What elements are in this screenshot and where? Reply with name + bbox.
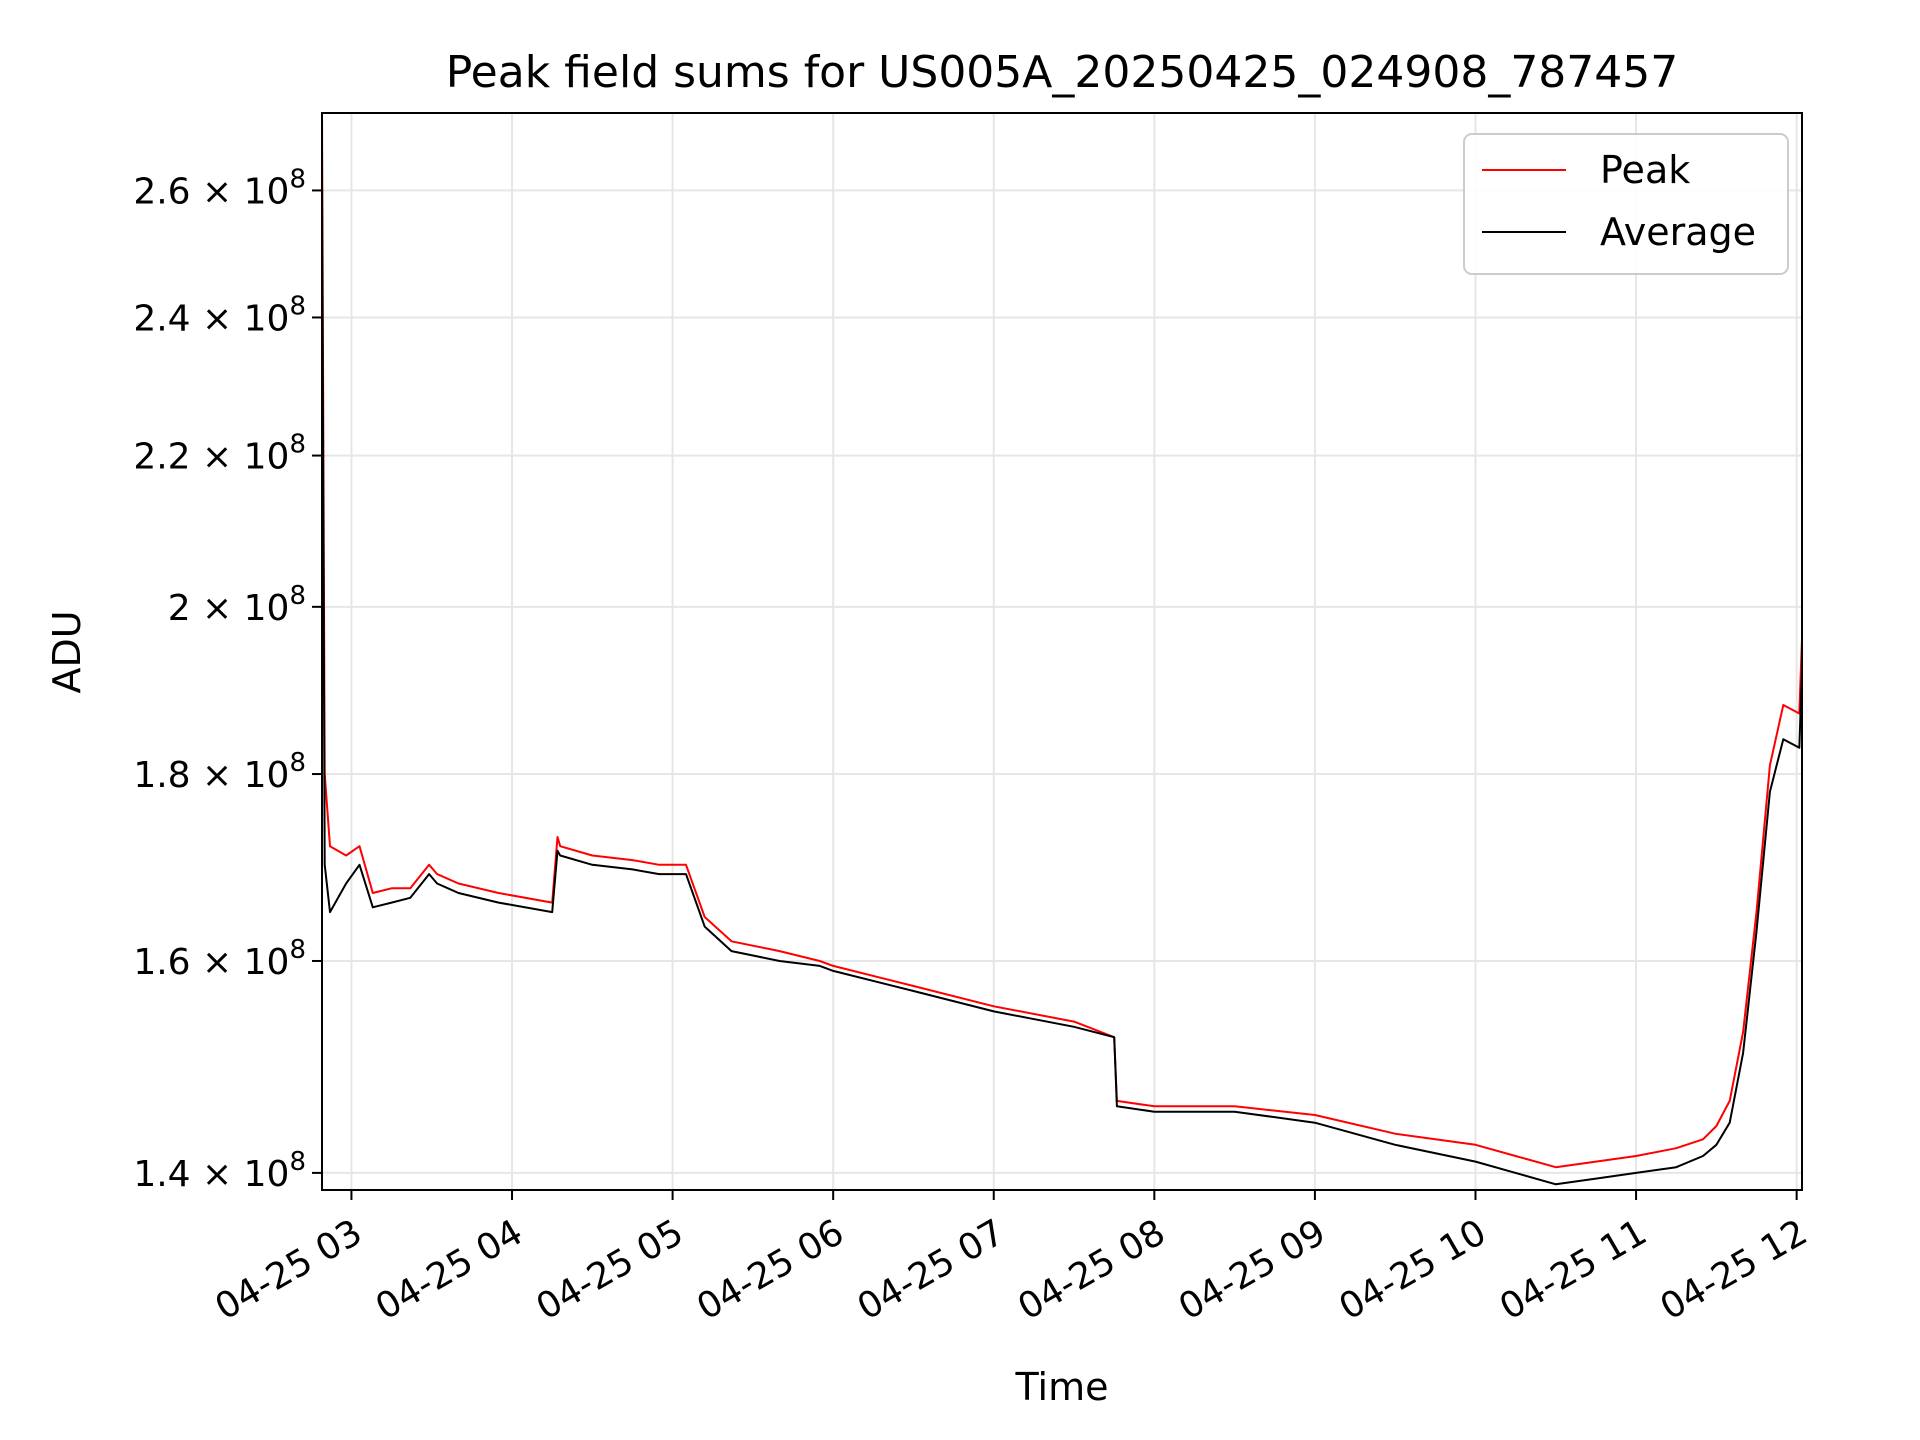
y-tick-label: 2.4 × 108 (133, 291, 306, 339)
y-tick-exponent: 8 (289, 1147, 306, 1177)
y-tick-label: 2 × 108 (168, 581, 306, 629)
y-tick-exponent: 8 (289, 430, 306, 460)
y-tick-exponent: 8 (289, 935, 306, 965)
legend-label-peak: Peak (1600, 148, 1690, 192)
series-line-peak (321, 112, 1803, 1169)
series-layer (321, 112, 1803, 1186)
y-tick-label: 2.2 × 108 (133, 430, 306, 478)
y-tick-label: 1.6 × 108 (133, 935, 306, 983)
legend-label-average: Average (1600, 210, 1756, 254)
y-axis-label: ADU (45, 610, 89, 693)
grid (322, 113, 1802, 1190)
y-tick-label: 1.8 × 108 (133, 748, 306, 796)
chart-title: Peak field sums for US005A_20250425_0249… (446, 47, 1679, 98)
y-tick-exponent: 8 (289, 581, 306, 611)
legend: Peak Average (1463, 133, 1789, 275)
x-axis-label: Time (1015, 1365, 1109, 1409)
y-tick-label: 2.6 × 108 (133, 164, 306, 212)
plot-frame (321, 112, 1803, 1191)
y-tick-label: 1.4 × 108 (133, 1147, 306, 1195)
series-line-average (321, 178, 1803, 1186)
y-axis: 1.4 × 108 1.6 × 108 1.8 × 108 2 × 108 2.2 × … (133, 164, 322, 1195)
y-tick-exponent: 8 (289, 291, 306, 321)
y-tick-exponent: 8 (289, 164, 306, 194)
y-tick-exponent: 8 (289, 748, 306, 778)
